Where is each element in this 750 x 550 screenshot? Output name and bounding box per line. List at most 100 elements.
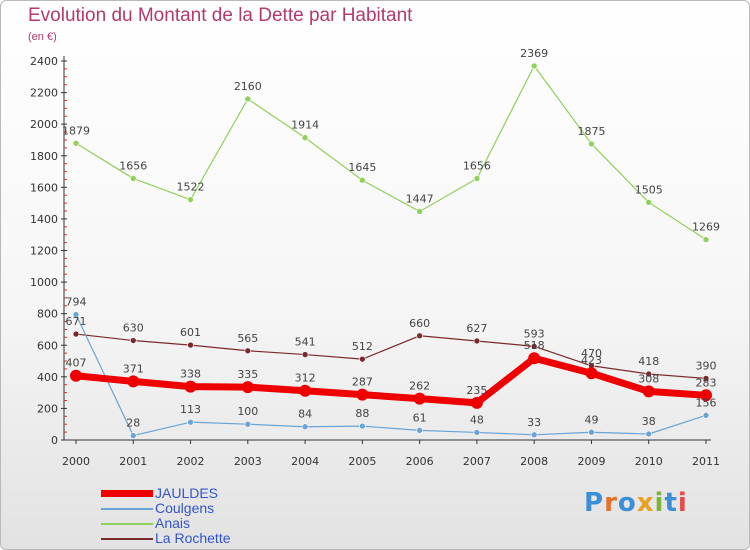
data-label: 1447 bbox=[406, 192, 434, 205]
data-point bbox=[702, 412, 710, 419]
x-tick-label: 2009 bbox=[577, 455, 605, 468]
data-point bbox=[129, 337, 137, 344]
data-point bbox=[187, 418, 194, 426]
legend-swatch bbox=[101, 508, 153, 510]
data-point bbox=[473, 429, 481, 436]
data-point bbox=[244, 347, 252, 355]
data-label: 312 bbox=[295, 372, 316, 385]
data-label: 338 bbox=[180, 368, 201, 381]
y-tick-label: 1200 bbox=[30, 245, 58, 258]
data-label: 287 bbox=[352, 376, 373, 389]
series-jauldes bbox=[70, 352, 712, 409]
logo-letter: t bbox=[664, 488, 678, 518]
series-line bbox=[75, 65, 707, 241]
legend-label: Coulgens bbox=[155, 500, 215, 516]
series-la-rochette bbox=[72, 330, 710, 382]
data-label: 660 bbox=[409, 317, 430, 330]
chart-axes: 0 200 400 600 800 1000 1200 1400 1600 1800 2000 220… bbox=[30, 55, 720, 468]
x-tick-label: 2007 bbox=[463, 455, 491, 468]
data-point bbox=[416, 332, 423, 340]
y-tick-label: 600 bbox=[37, 339, 58, 352]
data-label: 100 bbox=[237, 405, 258, 418]
data-point bbox=[530, 343, 538, 350]
data-label: 1269 bbox=[692, 221, 720, 234]
data-label: 1656 bbox=[463, 159, 491, 172]
x-tick-label: 2010 bbox=[635, 455, 663, 468]
data-point bbox=[72, 311, 80, 318]
data-label: 671 bbox=[66, 315, 87, 328]
chart-subtitle: (en €) bbox=[28, 31, 57, 43]
data-label: 61 bbox=[413, 411, 427, 424]
data-point bbox=[473, 337, 481, 345]
data-label: 565 bbox=[237, 332, 258, 345]
data-point bbox=[301, 351, 309, 358]
data-label: 262 bbox=[409, 380, 430, 393]
y-tick-label: 2400 bbox=[30, 55, 58, 68]
data-label: 518 bbox=[524, 339, 545, 352]
legend-label: Anais bbox=[155, 515, 191, 531]
data-label: 630 bbox=[123, 322, 144, 335]
data-point bbox=[702, 236, 710, 243]
data-point bbox=[127, 375, 140, 388]
data-label: 49 bbox=[584, 413, 598, 426]
data-point bbox=[588, 140, 595, 148]
y-tick-label: 1000 bbox=[30, 276, 58, 289]
series-anais bbox=[72, 62, 710, 243]
data-label: 407 bbox=[66, 357, 87, 370]
data-point bbox=[301, 423, 309, 431]
logo-letter: P bbox=[584, 488, 605, 518]
data-label: 1914 bbox=[291, 119, 319, 132]
chart-title: Evolution du Montant de la Dette par Hab… bbox=[28, 5, 413, 26]
data-label: 283 bbox=[696, 376, 717, 389]
y-tick-label: 2200 bbox=[30, 87, 58, 100]
data-label: 627 bbox=[466, 322, 487, 335]
x-tick-label: 2002 bbox=[177, 455, 205, 468]
data-point bbox=[416, 427, 423, 434]
data-point bbox=[244, 95, 252, 103]
data-point bbox=[72, 139, 80, 147]
data-label: 541 bbox=[295, 336, 316, 349]
data-point bbox=[530, 431, 538, 439]
proxiti-logo: Proxiti bbox=[584, 488, 688, 518]
logo-letter: r bbox=[604, 488, 618, 518]
data-label: 28 bbox=[126, 417, 140, 430]
data-point bbox=[413, 392, 426, 405]
data-point bbox=[356, 388, 369, 401]
data-point bbox=[70, 369, 82, 382]
data-label: 512 bbox=[352, 340, 373, 353]
data-point bbox=[187, 196, 194, 203]
data-point bbox=[473, 175, 481, 182]
y-tick-label: 800 bbox=[37, 308, 58, 321]
data-label: 235 bbox=[466, 384, 487, 397]
series-line bbox=[75, 354, 707, 407]
data-point bbox=[187, 341, 194, 349]
data-point bbox=[359, 176, 366, 184]
data-label: 390 bbox=[696, 359, 717, 372]
data-point bbox=[129, 432, 137, 439]
series-layer bbox=[70, 62, 712, 439]
x-tick-label: 2003 bbox=[234, 455, 262, 468]
data-label: 38 bbox=[642, 415, 656, 428]
data-label: 371 bbox=[123, 362, 144, 375]
data-label: 335 bbox=[237, 368, 258, 381]
y-tick-label: 1400 bbox=[30, 213, 58, 226]
legend-label: La Rochette bbox=[155, 530, 231, 546]
data-point bbox=[528, 352, 541, 365]
legend-swatch bbox=[101, 490, 153, 497]
data-label: 156 bbox=[696, 396, 717, 409]
data-point bbox=[301, 134, 309, 142]
y-tick-label: 2000 bbox=[30, 118, 58, 131]
data-point bbox=[645, 430, 653, 438]
data-label: 470 bbox=[581, 347, 602, 360]
legend-label: JAULDES bbox=[155, 485, 219, 501]
data-label: 423 bbox=[581, 354, 602, 367]
data-label: 33 bbox=[527, 416, 541, 429]
data-point bbox=[645, 199, 653, 206]
y-tick-label: 400 bbox=[37, 371, 58, 384]
data-point bbox=[470, 396, 483, 409]
data-point bbox=[642, 385, 655, 398]
logo-letter: o bbox=[617, 488, 637, 518]
data-label: 1875 bbox=[577, 125, 605, 138]
data-point bbox=[416, 208, 423, 215]
